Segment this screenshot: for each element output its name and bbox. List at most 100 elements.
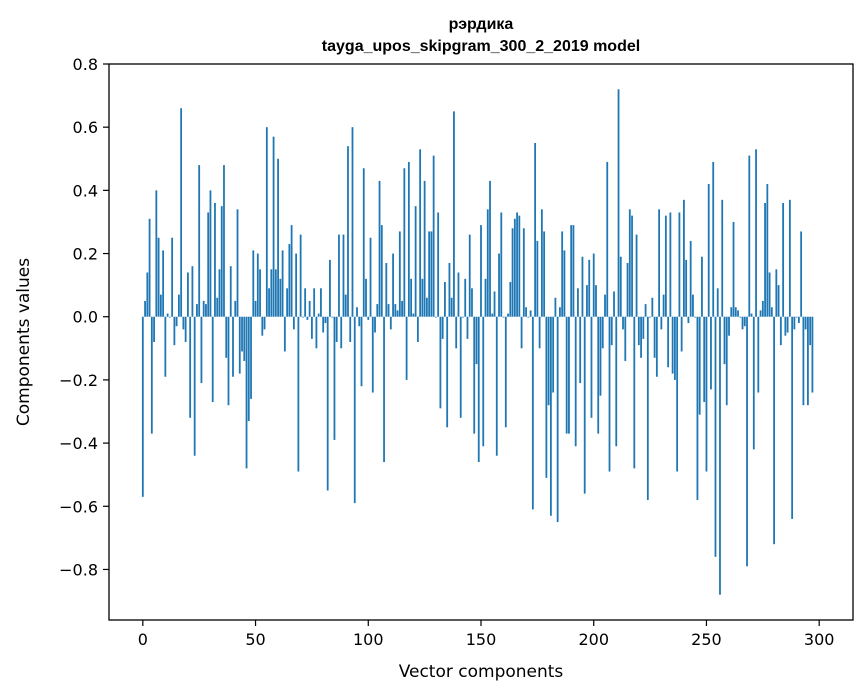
bar-61: [279, 278, 282, 317]
bar-63: [283, 316, 286, 352]
x-axis-label: Vector components: [399, 662, 564, 682]
bar-164: [511, 228, 514, 317]
bar-226: [651, 297, 654, 317]
bar-202: [597, 316, 600, 434]
bar-242: [687, 316, 690, 324]
bar-277: [766, 184, 769, 317]
bar-6: [155, 190, 158, 317]
bar-33: [216, 297, 219, 317]
bar-120: [412, 313, 415, 317]
bar-14: [173, 316, 176, 346]
bar-130: [435, 316, 437, 318]
bar-182: [552, 316, 555, 393]
bar-152: [484, 278, 487, 317]
bar-131: [437, 212, 440, 317]
bar-228: [655, 316, 658, 377]
bar-96: [358, 316, 361, 327]
bar-45: [243, 316, 246, 361]
bar-207: [608, 316, 611, 472]
bar-143: [464, 278, 467, 317]
bar-17: [180, 108, 183, 317]
bar-18: [182, 316, 185, 330]
bar-268: [746, 316, 748, 567]
bar-168: [520, 316, 523, 349]
bar-8: [159, 294, 162, 317]
bar-35: [220, 206, 223, 317]
bar-155: [491, 313, 494, 317]
bar-252: [710, 316, 712, 390]
bar-275: [761, 300, 764, 317]
bar-62: [281, 250, 284, 317]
bar-205: [604, 294, 606, 317]
bar-262: [732, 221, 735, 317]
bar-81: [324, 316, 327, 324]
bar-214: [624, 316, 627, 361]
bar-238: [678, 212, 681, 317]
bar-9: [162, 250, 165, 317]
bar-191: [572, 225, 575, 317]
bar-92: [349, 316, 352, 342]
bar-110: [389, 316, 392, 330]
bar-213: [622, 316, 624, 330]
bar-177: [540, 209, 543, 317]
bar-25: [198, 165, 201, 317]
bar-51: [256, 253, 259, 317]
bar-43: [238, 316, 241, 374]
bar-174: [534, 142, 537, 317]
bar-248: [701, 256, 703, 317]
bar-124: [421, 278, 424, 317]
bar-293: [802, 316, 805, 406]
bar-178: [543, 231, 546, 317]
bar-100: [367, 316, 370, 320]
x-axis-ticks: 0 50 100 150 200 250 300: [138, 620, 834, 649]
bar-296: [809, 316, 812, 346]
bar-196: [583, 316, 586, 494]
bar-249: [703, 316, 706, 403]
bar-20: [187, 272, 189, 317]
bar-253: [712, 161, 715, 317]
bar-218: [633, 316, 636, 469]
x-tick-label: 50: [245, 630, 265, 649]
y-tick-label: −0.2: [59, 371, 98, 390]
bar-169: [522, 228, 525, 317]
bar-129: [432, 155, 435, 317]
bar-186: [561, 231, 564, 317]
bar-103: [374, 316, 376, 333]
bar-206: [606, 161, 609, 317]
bar-279: [770, 307, 773, 317]
bar-237: [676, 316, 679, 472]
bar-239: [680, 316, 683, 352]
bar-79: [320, 288, 322, 317]
bar-48: [250, 316, 252, 399]
bar-256: [719, 316, 721, 595]
bar-288: [791, 316, 794, 519]
bar-297: [811, 316, 814, 393]
bar-181: [549, 316, 552, 516]
bar-29: [207, 212, 210, 317]
bar-64: [286, 288, 289, 317]
bar-243: [689, 240, 692, 317]
bar-163: [509, 281, 512, 317]
bar-137: [450, 297, 453, 317]
bar-121: [414, 206, 417, 317]
bar-276: [764, 203, 766, 317]
bar-285: [784, 316, 787, 336]
x-tick-label: 150: [466, 630, 497, 649]
bar-85: [333, 316, 336, 440]
bar-123: [419, 149, 422, 317]
bar-245: [694, 316, 697, 318]
bar-71: [301, 316, 304, 318]
bar-184: [556, 316, 559, 523]
bar-21: [189, 316, 192, 418]
bar-269: [748, 155, 751, 317]
bar-113: [396, 310, 399, 317]
bar-24: [196, 304, 198, 317]
bar-68: [295, 253, 298, 317]
bar-200: [592, 253, 595, 317]
bar-224: [646, 316, 649, 500]
bar-57: [270, 269, 273, 317]
bar-235: [671, 316, 674, 374]
bar-222: [642, 316, 645, 339]
bar-27: [202, 300, 205, 317]
